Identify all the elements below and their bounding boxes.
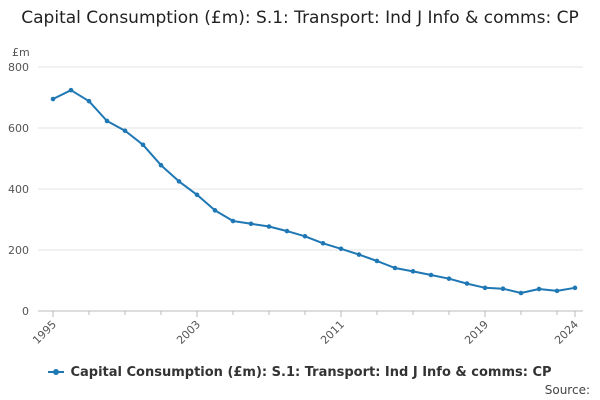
- data-point: [320, 240, 326, 246]
- chart-title: Capital Consumption (£m): S.1: Transport…: [21, 8, 579, 28]
- y-tick-label: 600: [8, 122, 29, 135]
- series-line: [52, 89, 576, 294]
- data-point: [410, 269, 416, 274]
- data-point: [140, 142, 146, 148]
- x-tick-label: 2011: [318, 318, 347, 347]
- data-point: [572, 285, 578, 291]
- data-point: [482, 285, 488, 291]
- data-point: [176, 179, 182, 184]
- data-point: [356, 252, 362, 257]
- data-point: [284, 228, 290, 234]
- data-point: [230, 218, 236, 224]
- data-point: [536, 286, 542, 292]
- data-point: [338, 246, 344, 252]
- data-point: [50, 96, 56, 102]
- data-point: [428, 272, 434, 278]
- y-tick-label: 200: [8, 244, 29, 257]
- y-tick-label: 800: [8, 61, 29, 74]
- x-tick-label: 2019: [462, 318, 491, 347]
- legend-line-marker-icon: [48, 368, 65, 375]
- data-point: [374, 258, 380, 264]
- data-point: [266, 224, 272, 229]
- data-point: [158, 162, 164, 168]
- source-label: Source:: [544, 383, 590, 397]
- data-point: [68, 87, 74, 93]
- data-point: [302, 233, 308, 239]
- data-point: [86, 98, 92, 104]
- y-axis-unit-label: £m: [12, 46, 30, 59]
- data-point: [446, 276, 452, 281]
- data-point: [194, 192, 200, 198]
- data-point: [248, 221, 254, 227]
- legend[interactable]: Capital Consumption (£m): S.1: Transport…: [0, 365, 600, 380]
- x-tick-label: 2024: [552, 318, 581, 347]
- y-tick-label: 0: [22, 305, 29, 318]
- y-tick-label: 400: [8, 183, 29, 196]
- data-point: [392, 265, 398, 271]
- legend-label: Capital Consumption (£m): S.1: Transport…: [70, 365, 552, 380]
- x-tick-label: 1995: [30, 318, 59, 347]
- data-point: [104, 118, 110, 124]
- data-point: [122, 128, 128, 134]
- data-point: [500, 286, 506, 292]
- x-tick-label: 2003: [174, 318, 203, 347]
- data-point: [212, 208, 218, 213]
- data-point: [518, 290, 524, 296]
- data-point: [554, 288, 560, 294]
- data-point: [464, 281, 470, 286]
